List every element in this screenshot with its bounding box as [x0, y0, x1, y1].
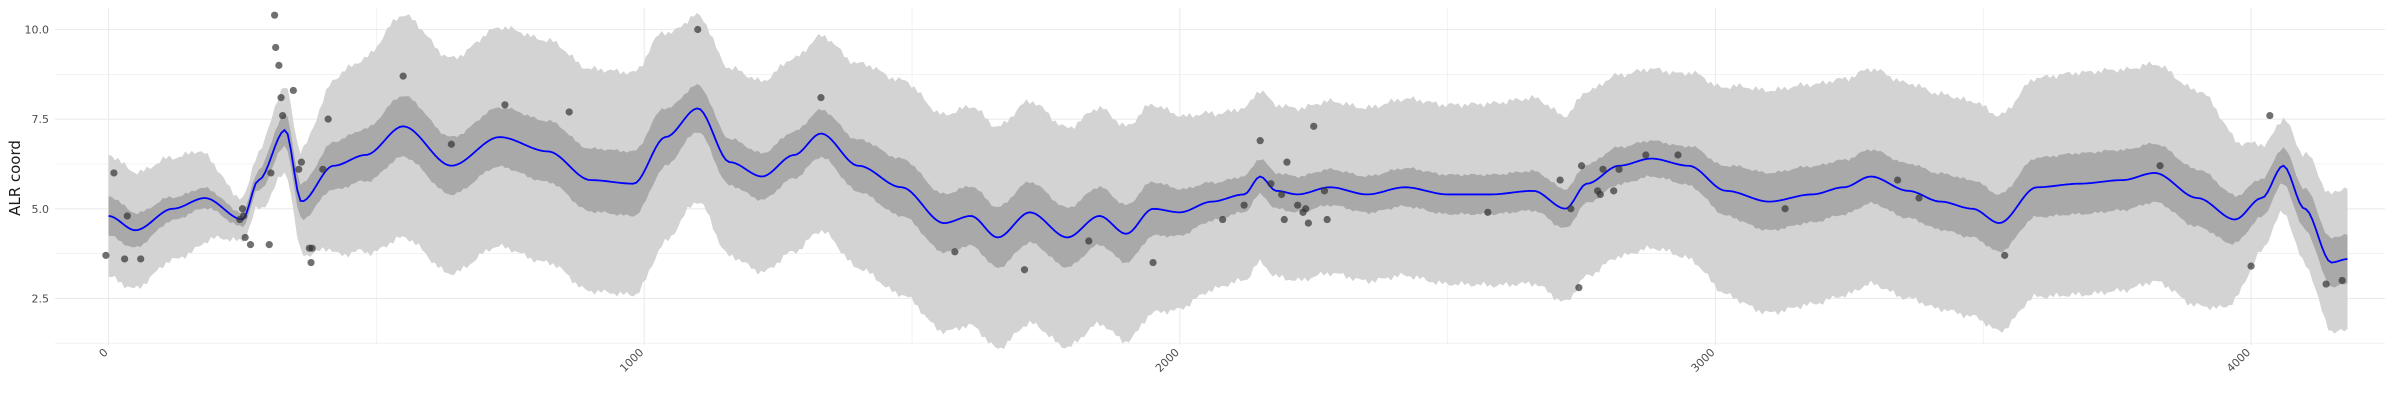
- data-point: [239, 212, 248, 220]
- data-point: [1484, 208, 1492, 216]
- data-point: [137, 255, 145, 263]
- data-point: [1149, 258, 1157, 267]
- data-point: [1302, 205, 1310, 213]
- y-tick-label: 7.5: [32, 113, 50, 126]
- data-point: [1556, 176, 1564, 184]
- data-point: [307, 258, 315, 267]
- y-axis-tick-labels: 2.5 5.0 7.5 10.0: [25, 24, 50, 306]
- data-point: [297, 158, 305, 166]
- data-point: [1085, 237, 1093, 245]
- mean-line: [108, 107, 2348, 264]
- data-point: [1277, 190, 1286, 199]
- data-point: [447, 140, 455, 148]
- data-point: [1599, 165, 1607, 173]
- data-point: [319, 165, 327, 173]
- data-point: [501, 101, 509, 109]
- data-point: [1240, 201, 1248, 209]
- data-point: [1610, 187, 1618, 195]
- data-point: [277, 94, 285, 102]
- data-point: [265, 241, 273, 249]
- data-point: [2338, 276, 2346, 285]
- data-point: [279, 111, 287, 120]
- data-point: [238, 205, 247, 213]
- data-point: [272, 43, 280, 52]
- y-tick-label: 2.5: [32, 292, 50, 305]
- data-point: [1020, 266, 1029, 274]
- data-point: [1323, 215, 1331, 224]
- inner-band-area: [108, 83, 2348, 288]
- mean-line-series: [108, 107, 2348, 264]
- data-point: [246, 241, 255, 249]
- data-point: [2156, 162, 2164, 170]
- y-tick-label: 10.0: [25, 24, 50, 37]
- y-tick-label: 5.0: [32, 203, 50, 216]
- data-point: [565, 108, 573, 116]
- data-point: [1596, 190, 1604, 199]
- data-point: [1674, 151, 1682, 159]
- data-point: [2001, 251, 2009, 259]
- data-point: [1256, 137, 1264, 145]
- data-point: [1893, 176, 1902, 184]
- data-point: [324, 115, 332, 123]
- data-point: [1615, 165, 1623, 173]
- data-point: [275, 61, 283, 69]
- data-point: [102, 251, 110, 259]
- data-point: [271, 11, 279, 19]
- data-point: [1575, 284, 1583, 292]
- data-point: [817, 94, 825, 102]
- data-point: [1219, 215, 1227, 224]
- data-point: [1294, 201, 1302, 209]
- observation-points: [102, 11, 2346, 292]
- y-axis-title: ALR coord: [6, 140, 24, 216]
- data-point: [2322, 280, 2330, 288]
- data-point: [267, 169, 275, 177]
- data-point: [1577, 162, 1586, 170]
- data-point: [1567, 205, 1575, 213]
- data-point: [1304, 219, 1312, 227]
- data-point: [1267, 180, 1275, 188]
- data-point: [123, 212, 131, 220]
- data-point: [1280, 215, 1288, 224]
- data-point: [241, 233, 249, 242]
- data-point: [951, 248, 959, 256]
- data-point: [308, 244, 316, 252]
- data-point: [2247, 262, 2255, 270]
- data-point: [694, 25, 702, 34]
- data-point: [289, 86, 297, 95]
- data-point: [399, 72, 407, 80]
- data-point: [295, 165, 303, 173]
- data-point: [1283, 158, 1291, 166]
- data-point: [121, 255, 129, 263]
- inner-confidence-band: [108, 83, 2348, 288]
- data-point: [110, 169, 118, 177]
- data-point: [1781, 205, 1789, 213]
- data-point: [1915, 194, 1923, 202]
- data-point: [1320, 187, 1329, 195]
- data-point: [2266, 111, 2274, 120]
- data-point: [1642, 151, 1650, 159]
- data-point: [1310, 122, 1318, 130]
